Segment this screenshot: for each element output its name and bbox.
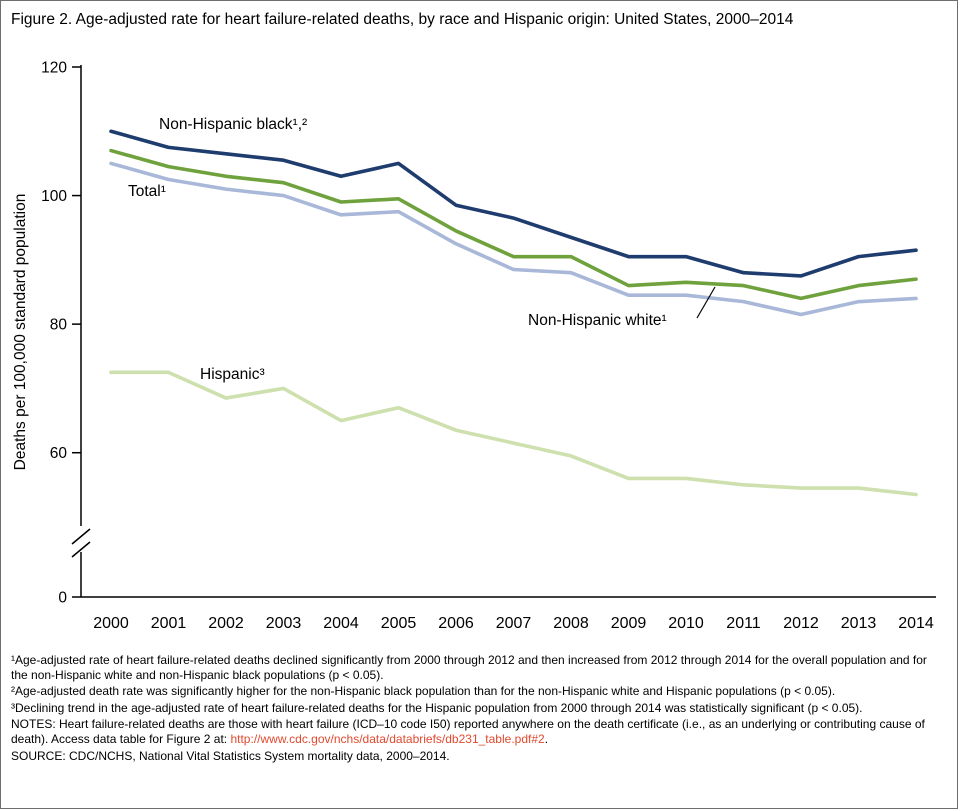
x-tick-label-2006: 2006 [438, 615, 474, 632]
series-label-total: Total¹ [128, 183, 166, 200]
line-chart: 120 100 80 60 0 Deaths per 100,000 standard p… [12, 59, 936, 632]
y-axis-title: Deaths per 100,000 standard population [12, 193, 29, 470]
white-label-leader-line [696, 286, 716, 318]
data-table-link[interactable]: http://www.cdc.gov/nchs/data/databriefs/… [230, 732, 545, 747]
x-tick-label-2010: 2010 [668, 615, 704, 632]
footnote-3: ³Declining trend in the age-adjusted rat… [11, 700, 863, 715]
x-tick-label-2009: 2009 [611, 615, 647, 632]
series-line-hispanic [109, 370, 918, 496]
series-label-hispanic: Hispanic³ [200, 366, 265, 383]
series-label-non-hispanic-black: Non-Hispanic black¹,² [159, 116, 307, 133]
y-tick-label: 100 [41, 188, 67, 205]
footnote-2: ²Age-adjusted death rate was significant… [11, 684, 836, 699]
series-label-non-hispanic-white: Non-Hispanic white¹ [528, 312, 667, 329]
axis-break-slash [71, 528, 91, 545]
x-tick-label-2012: 2012 [783, 615, 819, 632]
notes-line: NOTES: Heart failure-related deaths are … [11, 717, 945, 748]
series-line-total [109, 161, 918, 316]
x-tick-label-2005: 2005 [381, 615, 417, 632]
series-line-non-hispanic-white [109, 148, 918, 300]
y-tick-label-zero: 0 [58, 589, 67, 606]
x-tick-label-2000: 2000 [93, 615, 129, 632]
x-tick-label-2004: 2004 [323, 615, 359, 632]
x-tick-label-2013: 2013 [841, 615, 877, 632]
axis-break-slash [71, 541, 91, 558]
notes-text: NOTES: Heart failure-related deaths are … [11, 717, 925, 747]
source-line: SOURCE: CDC/NCHS, National Vital Statist… [11, 748, 450, 763]
figure-title: Figure 2. Age-adjusted rate for heart fa… [11, 11, 794, 28]
series-line-non-hispanic-black [109, 129, 918, 278]
chart-area: 120 100 80 60 0 Deaths per 100,000 standard p… [1, 32, 957, 647]
y-tick-label: 120 [41, 59, 67, 76]
x-tick-label-2011: 2011 [726, 615, 761, 632]
y-tick-label: 80 [50, 316, 68, 333]
x-tick-label-2003: 2003 [266, 615, 302, 632]
x-tick-label-2014: 2014 [898, 615, 934, 632]
y-tick-label: 60 [50, 445, 68, 462]
notes-suffix: . [544, 732, 549, 747]
x-tick-label-2001: 2001 [151, 615, 187, 632]
x-tick-label-2008: 2008 [553, 615, 589, 632]
footnotes: ¹Age-adjusted rate of heart failure-rela… [1, 647, 957, 765]
x-tick-label-2007: 2007 [496, 615, 532, 632]
footnote-1: ¹Age-adjusted rate of heart failure-rela… [11, 652, 927, 682]
axis-break-gap [76, 525, 86, 552]
x-tick-label-2002: 2002 [208, 615, 244, 632]
